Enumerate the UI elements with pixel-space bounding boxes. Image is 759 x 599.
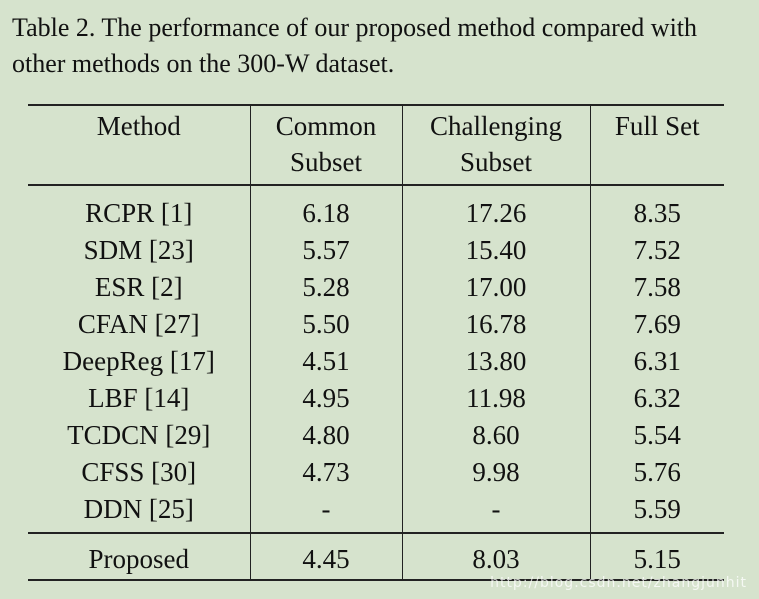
challenging-cell: 15.40: [401, 232, 590, 269]
table-row: CFSS [30] 4.73 9.98 5.76: [28, 454, 724, 491]
method-cell: RCPR [1]: [85, 198, 193, 228]
common-cell: 4.45: [249, 532, 402, 581]
method-cell: DDN [25]: [83, 494, 194, 524]
challenging-cell: 17.00: [401, 269, 590, 306]
header-method: Method: [28, 104, 250, 186]
common-cell: 5.50: [249, 306, 402, 343]
common-cell: -: [249, 491, 402, 533]
proposed-row: Proposed 4.45 8.03 5.15: [28, 532, 724, 581]
method-cell: DeepReg [17]: [62, 346, 215, 376]
table-row: DDN [25] - - 5.59: [28, 491, 724, 533]
full-cell: 5.15: [589, 532, 724, 581]
full-cell: 7.69: [589, 306, 724, 343]
challenging-cell: 11.98: [401, 380, 590, 417]
common-cell: 4.95: [249, 380, 402, 417]
header-challenging-subset: Challenging Subset: [401, 104, 590, 186]
method-cell: CFSS [30]: [81, 457, 197, 487]
challenging-cell: 13.80: [401, 343, 590, 380]
full-cell: 6.31: [589, 343, 724, 380]
table-row: ESR [2] 5.28 17.00 7.58: [28, 269, 724, 306]
challenging-cell: 16.78: [401, 306, 590, 343]
watermark: http://blog.csdn.net/zhangjunhit: [490, 575, 747, 591]
challenging-cell: 17.26: [401, 185, 590, 232]
table-row: DeepReg [17] 4.51 13.80 6.31: [28, 343, 724, 380]
common-cell: 4.73: [249, 454, 402, 491]
method-cell: TCDCN [29]: [67, 420, 211, 450]
full-cell: 6.32: [589, 380, 724, 417]
challenging-cell: 8.03: [401, 532, 590, 581]
method-cell: LBF [14]: [88, 383, 190, 413]
performance-table: Method Common Subset Challenging Subset …: [28, 104, 724, 581]
table-row: TCDCN [29] 4.80 8.60 5.54: [28, 417, 724, 454]
full-cell: 7.52: [589, 232, 724, 269]
table-row: LBF [14] 4.95 11.98 6.32: [28, 380, 724, 417]
table-row: CFAN [27] 5.50 16.78 7.69: [28, 306, 724, 343]
common-cell: 5.57: [249, 232, 402, 269]
full-cell: 5.54: [589, 417, 724, 454]
table-row: RCPR [1] 6.18 17.26 8.35: [28, 185, 724, 232]
full-cell: 5.76: [589, 454, 724, 491]
method-cell: SDM [23]: [83, 235, 194, 265]
challenging-cell: 9.98: [401, 454, 590, 491]
table-caption: Table 2. The performance of our proposed…: [12, 13, 698, 78]
challenging-cell: -: [401, 491, 590, 533]
method-cell: ESR [2]: [94, 272, 183, 302]
challenging-cell: 8.60: [401, 417, 590, 454]
common-cell: 4.51: [249, 343, 402, 380]
method-cell: CFAN [27]: [77, 309, 200, 339]
common-cell: 4.80: [249, 417, 402, 454]
table-row: SDM [23] 5.57 15.40 7.52: [28, 232, 724, 269]
header-full-set: Full Set: [589, 104, 724, 186]
full-cell: 5.59: [589, 491, 724, 533]
header-common-subset: Common Subset: [249, 104, 402, 186]
full-cell: 7.58: [589, 269, 724, 306]
common-cell: 6.18: [249, 185, 402, 232]
full-cell: 8.35: [589, 185, 724, 232]
method-cell: Proposed: [28, 532, 250, 581]
header-row: Method Common Subset Challenging Subset …: [28, 104, 724, 186]
common-cell: 5.28: [249, 269, 402, 306]
